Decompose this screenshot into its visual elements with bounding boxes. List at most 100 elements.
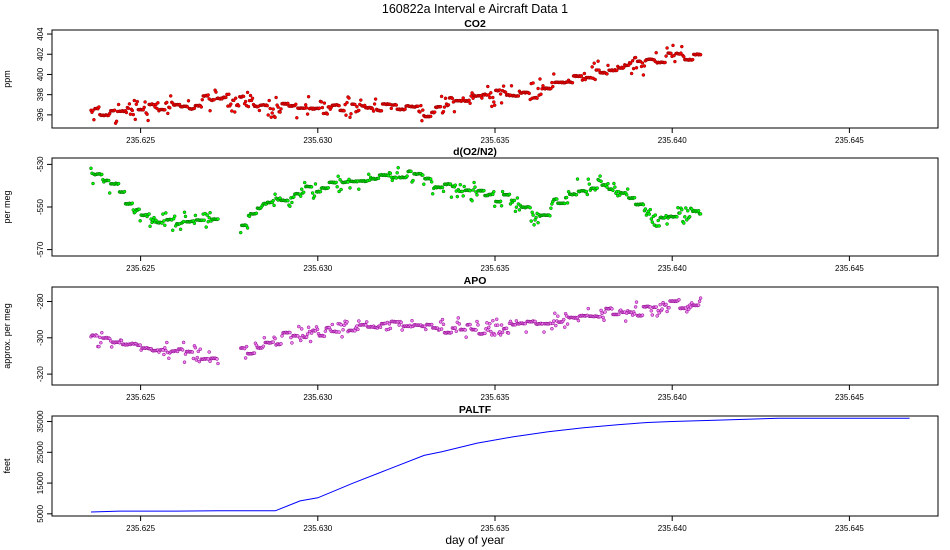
data-point <box>122 189 127 194</box>
data-point <box>403 107 407 111</box>
data-point <box>490 104 494 109</box>
data-point <box>605 185 609 189</box>
data-point <box>667 305 671 310</box>
data-point <box>371 109 376 113</box>
data-point <box>696 208 701 213</box>
data-point <box>685 310 689 314</box>
data-point <box>514 205 519 209</box>
data-point <box>617 312 621 317</box>
x-tick-label: 235.630 <box>303 524 332 533</box>
data-point <box>550 80 554 85</box>
data-point <box>297 324 301 329</box>
data-point <box>290 341 294 345</box>
data-point <box>262 335 267 340</box>
data-point <box>457 322 462 326</box>
data-point <box>200 97 205 102</box>
data-point <box>178 227 183 232</box>
data-point <box>212 98 216 102</box>
data-point <box>653 213 658 217</box>
x-tick-label: 235.635 <box>481 264 510 273</box>
panel-4: PALTF feet 5000 15000 25000 35000 235.625 235.6… <box>2 404 939 533</box>
y-axis-label: per meg <box>2 190 12 223</box>
x-tick-label: 235.625 <box>126 393 155 402</box>
scatter-points <box>89 165 703 235</box>
data-point <box>216 361 220 366</box>
data-point <box>215 357 219 361</box>
y-tick-label: 398 <box>36 87 45 101</box>
data-point <box>492 204 497 209</box>
data-point <box>639 64 644 69</box>
data-point <box>500 330 505 335</box>
data-point <box>441 322 446 327</box>
data-point <box>499 101 504 105</box>
data-point <box>245 90 250 95</box>
data-point <box>623 319 628 323</box>
data-point <box>182 210 187 215</box>
data-point <box>632 195 637 200</box>
x-tick-label: 235.630 <box>303 136 332 145</box>
data-point <box>680 207 684 212</box>
data-point <box>199 105 204 109</box>
data-point <box>270 111 274 115</box>
data-point <box>114 119 119 124</box>
data-point <box>625 187 630 191</box>
data-point <box>429 322 434 327</box>
data-point <box>656 218 660 223</box>
data-point <box>338 177 342 182</box>
data-point <box>376 176 381 181</box>
data-point <box>643 207 648 211</box>
data-point <box>494 317 499 322</box>
data-point <box>536 86 540 91</box>
data-point <box>470 198 474 203</box>
data-point <box>460 189 464 194</box>
data-point <box>248 93 253 98</box>
data-point <box>208 359 212 364</box>
x-tick-label: 235.640 <box>658 136 687 145</box>
data-point <box>135 99 140 104</box>
data-point <box>138 219 142 223</box>
data-point <box>420 118 424 123</box>
data-point <box>453 326 458 330</box>
data-point <box>145 112 149 116</box>
plot-frame <box>51 286 939 386</box>
data-point <box>634 300 639 304</box>
data-point <box>91 181 95 186</box>
data-point <box>698 296 703 300</box>
data-point <box>642 64 647 68</box>
data-point <box>458 182 463 187</box>
data-point <box>298 335 302 340</box>
data-point <box>165 100 169 105</box>
data-point <box>499 323 504 327</box>
data-point <box>530 210 534 215</box>
data-point <box>486 84 490 89</box>
data-point <box>355 104 359 109</box>
data-point <box>196 349 201 354</box>
data-point <box>664 302 668 307</box>
data-point <box>137 207 141 212</box>
data-point <box>690 57 695 62</box>
data-point <box>440 317 445 322</box>
data-point <box>273 115 277 120</box>
data-point <box>132 98 137 103</box>
x-tick-label: 235.640 <box>658 524 687 533</box>
data-point <box>549 206 553 210</box>
data-point <box>630 59 635 63</box>
y-tick-label: 400 <box>36 67 45 81</box>
data-point <box>302 180 307 185</box>
data-point <box>601 315 605 320</box>
data-point <box>348 115 352 120</box>
data-point <box>206 93 210 97</box>
data-point <box>550 326 554 331</box>
data-point <box>650 220 655 224</box>
data-point <box>531 81 535 85</box>
data-point <box>306 94 311 99</box>
data-point <box>305 112 310 116</box>
data-point <box>678 211 682 215</box>
data-point <box>146 118 150 123</box>
data-point <box>205 213 209 217</box>
data-point <box>586 177 591 181</box>
data-point <box>468 322 472 327</box>
x-tick-label: 235.645 <box>835 393 864 402</box>
data-point <box>538 77 542 81</box>
data-point <box>542 330 546 334</box>
